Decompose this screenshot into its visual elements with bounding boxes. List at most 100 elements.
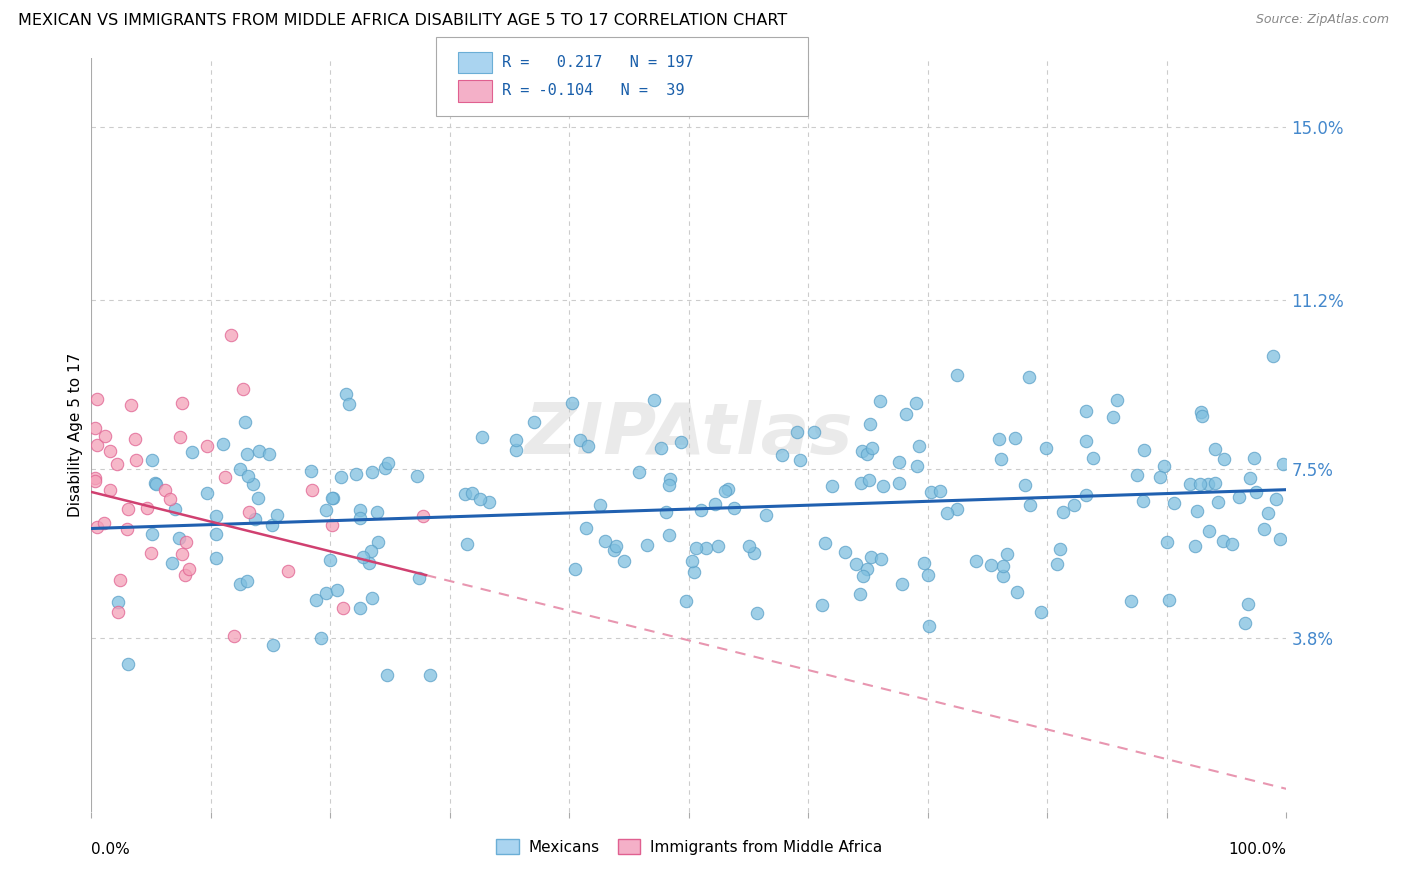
Point <box>1035 441 1057 455</box>
Point <box>174 535 197 549</box>
Point <box>242 476 264 491</box>
Point <box>1208 495 1230 509</box>
Point <box>1046 557 1069 571</box>
Point <box>124 432 146 446</box>
Point <box>141 546 163 560</box>
Point <box>229 461 252 475</box>
Point <box>155 483 177 498</box>
Point <box>141 526 163 541</box>
Point <box>980 558 1002 573</box>
Point <box>163 501 186 516</box>
Point <box>1074 434 1097 449</box>
Point <box>107 605 129 619</box>
Point <box>858 417 880 431</box>
Point <box>235 447 257 461</box>
Point <box>145 476 167 491</box>
Text: Source: ZipAtlas.com: Source: ZipAtlas.com <box>1256 13 1389 27</box>
Point <box>1233 615 1256 630</box>
Point <box>707 539 730 553</box>
Point <box>1204 442 1226 456</box>
Point <box>174 567 197 582</box>
Point <box>917 568 939 582</box>
Point <box>1153 458 1175 473</box>
Point <box>1213 452 1236 467</box>
Point <box>120 398 142 412</box>
Point <box>1191 409 1213 423</box>
Point <box>852 569 875 583</box>
Point <box>1105 392 1128 407</box>
Point <box>1004 431 1026 445</box>
Point <box>1184 539 1206 553</box>
Point <box>523 415 546 429</box>
Point <box>360 544 382 558</box>
Point <box>257 447 280 461</box>
Point <box>100 444 122 458</box>
Point <box>1204 476 1226 491</box>
Point <box>745 606 768 620</box>
Point <box>894 407 917 421</box>
Point <box>84 420 107 434</box>
Point <box>322 491 344 505</box>
Point <box>789 453 811 467</box>
Point <box>319 553 342 567</box>
Point <box>160 557 183 571</box>
Point <box>238 468 260 483</box>
Point <box>408 571 430 585</box>
Point <box>266 508 288 523</box>
Point <box>935 506 957 520</box>
Point <box>169 531 191 545</box>
Point <box>603 543 626 558</box>
Point <box>349 600 371 615</box>
Point <box>683 565 706 579</box>
Text: 100.0%: 100.0% <box>1229 842 1286 857</box>
Point <box>1222 537 1244 551</box>
Point <box>1257 506 1279 520</box>
Point <box>238 505 260 519</box>
Point <box>1253 522 1275 536</box>
Point <box>605 540 627 554</box>
Point <box>1074 404 1097 418</box>
Text: MEXICAN VS IMMIGRANTS FROM MIDDLE AFRICA DISABILITY AGE 5 TO 17 CORRELATION CHAR: MEXICAN VS IMMIGRANTS FROM MIDDLE AFRICA… <box>18 13 787 29</box>
Point <box>845 557 868 571</box>
Point <box>887 475 910 490</box>
Point <box>98 483 121 497</box>
Point <box>658 472 681 486</box>
Point <box>786 425 808 440</box>
Point <box>856 562 879 576</box>
Point <box>1031 605 1053 619</box>
Point <box>159 492 181 507</box>
Text: 0.0%: 0.0% <box>91 842 131 857</box>
Point <box>412 508 434 523</box>
Point <box>675 594 697 608</box>
Point <box>755 508 778 522</box>
Point <box>905 459 928 474</box>
Point <box>890 576 912 591</box>
Text: R = -0.104   N =  39: R = -0.104 N = 39 <box>502 84 685 98</box>
Point <box>229 576 252 591</box>
Point <box>197 439 219 453</box>
Point <box>918 618 941 632</box>
Point <box>689 503 711 517</box>
Point <box>1263 349 1285 363</box>
Point <box>419 667 441 681</box>
Point <box>803 425 825 439</box>
Point <box>1272 457 1295 471</box>
Point <box>1198 524 1220 538</box>
Point <box>204 527 226 541</box>
Point <box>125 453 148 467</box>
Point <box>1119 593 1142 607</box>
Point <box>321 491 343 505</box>
Point <box>86 437 108 451</box>
Point <box>987 432 1010 446</box>
Point <box>204 551 226 566</box>
Point <box>738 539 761 553</box>
Point <box>813 536 835 550</box>
Point <box>374 461 396 475</box>
Point <box>375 667 398 681</box>
Point <box>1156 535 1178 549</box>
Point <box>172 547 194 561</box>
Point <box>233 415 256 429</box>
Point <box>470 430 492 444</box>
Point <box>1132 493 1154 508</box>
Point <box>945 502 967 516</box>
